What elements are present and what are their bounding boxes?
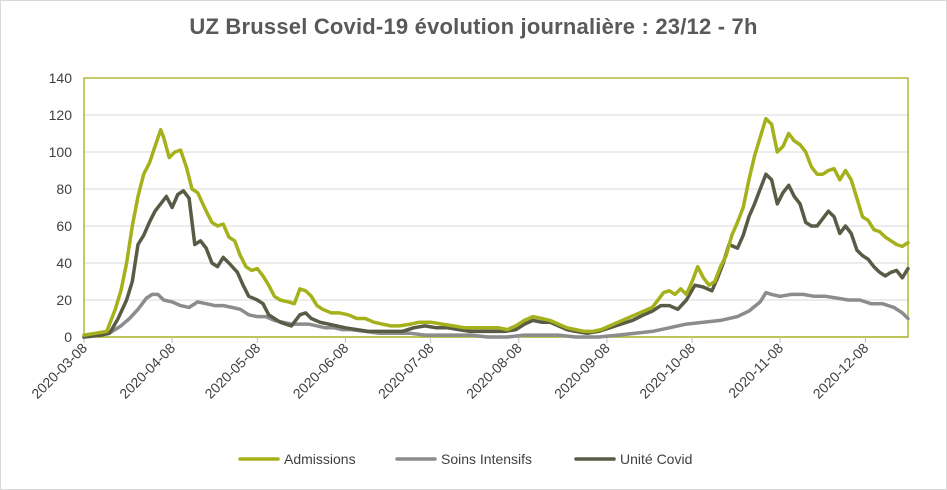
legend-label: Admissions (284, 451, 356, 467)
y-tick-label: 20 (56, 292, 72, 308)
series-lines (82, 116, 910, 339)
y-tick-label: 140 (49, 70, 73, 86)
x-tick-label: 2020-04-08 (116, 340, 178, 402)
y-tick-label: 0 (64, 329, 72, 345)
series-line-2 (82, 172, 910, 339)
legend-label: Soins Intensifs (441, 451, 532, 467)
y-tick-label: 40 (56, 255, 72, 271)
x-tick-label: 2020-03-08 (28, 340, 90, 402)
y-axis: 0 20 40 60 80 100 120 140 (49, 70, 73, 345)
plot-area-border (83, 77, 909, 338)
x-tick-label: 2020-10-08 (636, 340, 698, 402)
legend-label: Unité Covid (620, 451, 692, 467)
legend: Admissions Soins Intensifs Unité Covid (238, 451, 692, 467)
y-tick-label: 60 (56, 218, 72, 234)
x-axis: 2020-03-08 2020-04-08 2020-05-08 2020-06-08… (28, 336, 908, 402)
x-tick-label: 2020-09-08 (551, 340, 613, 402)
x-tick-label: 2020-12-08 (810, 340, 872, 402)
series-line-1 (82, 290, 910, 339)
series-line-0 (82, 116, 910, 337)
y-tick-label: 80 (56, 181, 72, 197)
x-tick-label: 2020-07-08 (375, 340, 437, 402)
chart-title: UZ Brussel Covid-19 évolution journalièr… (189, 14, 758, 39)
x-tick-label: 2020-08-08 (463, 340, 525, 402)
x-tick-label: 2020-06-08 (290, 340, 352, 402)
x-tick-label: 2020-05-08 (201, 340, 263, 402)
y-tick-label: 120 (49, 107, 73, 123)
x-tick-label: 2020-11-08 (725, 340, 786, 401)
y-tick-label: 100 (49, 144, 73, 160)
